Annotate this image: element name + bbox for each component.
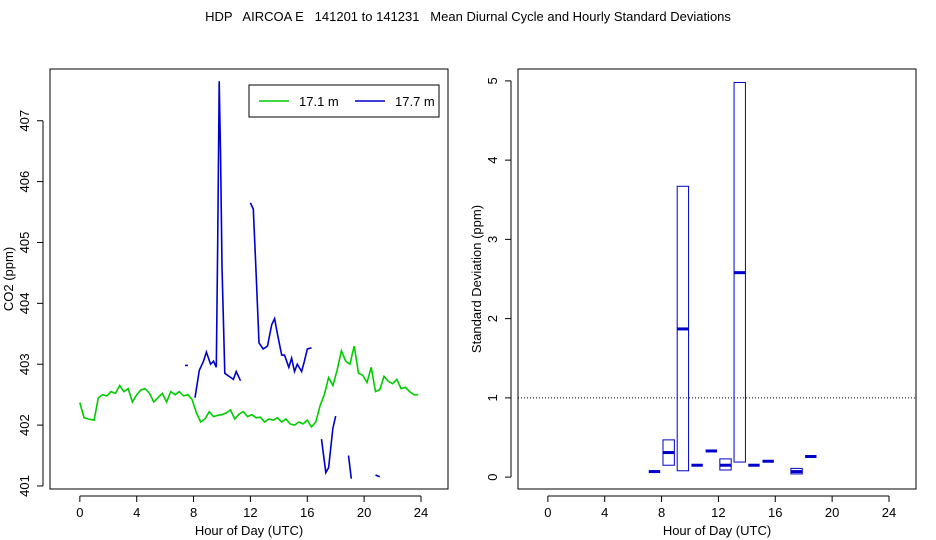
series-17-7-m-line <box>320 415 337 476</box>
panel1-y-tick-label: 405 <box>17 232 32 254</box>
panel1-y-axis-label: CO2 (ppm) <box>1 247 16 311</box>
panel2-x-tick-label: 16 <box>768 505 782 520</box>
panel2-y-tick-label: 0 <box>485 473 500 480</box>
panel2-x-tick-label: 8 <box>658 505 665 520</box>
panel2-y-tick-label: 3 <box>485 236 500 243</box>
panel1-y-tick-label: 407 <box>17 110 32 132</box>
series-17-7-m-line <box>347 455 353 479</box>
panel2-y-tick-label: 5 <box>485 77 500 84</box>
panel1-y-tick-label: 402 <box>17 414 32 436</box>
panel1-x-tick-label: 8 <box>190 505 197 520</box>
panel2-y-tick-label: 4 <box>485 157 500 164</box>
panel1-y-tick-label: 403 <box>17 353 32 375</box>
panel1-x-axis-label: Hour of Day (UTC) <box>195 523 303 538</box>
panel2-x-axis-label: Hour of Day (UTC) <box>663 523 771 538</box>
panel1-y-tick-label: 404 <box>17 292 32 314</box>
panel1-x-tick-label: 24 <box>414 505 428 520</box>
panel2-y-tick-label: 2 <box>485 315 500 322</box>
panel1-y-tick-label: 406 <box>17 171 32 193</box>
panel2-plot-frame <box>517 68 917 490</box>
panel1-x-tick-label: 0 <box>76 505 83 520</box>
panel2-x-tick-label: 12 <box>711 505 725 520</box>
series-17-7-m-line <box>194 81 242 398</box>
legend-entry: 17.1 m <box>299 94 339 109</box>
panel2-y-axis-label: Standard Deviation (ppm) <box>469 205 484 353</box>
panel2-x-tick-label: 20 <box>825 505 839 520</box>
series-17-7-m-line <box>375 474 381 478</box>
panel2-x-tick-label: 0 <box>544 505 551 520</box>
series-17-7-m-line <box>249 202 312 375</box>
series-17-1-m-line <box>79 345 419 429</box>
panel1-x-tick-label: 4 <box>133 505 140 520</box>
panel2-y-tick-label: 1 <box>485 394 500 401</box>
panel1-plot-frame <box>49 68 449 490</box>
chart-title: HDP AIRCOA E 141201 to 141231 Mean Diurn… <box>205 9 731 24</box>
panel2-x-tick-label: 4 <box>601 505 608 520</box>
panel1-x-tick-label: 20 <box>357 505 371 520</box>
legend-entry: 17.7 m <box>395 94 435 109</box>
panel1-y-tick-label: 401 <box>17 475 32 497</box>
panel2-x-tick-label: 24 <box>882 505 896 520</box>
panel1-x-tick-label: 16 <box>300 505 314 520</box>
panel1-x-tick-label: 12 <box>243 505 257 520</box>
